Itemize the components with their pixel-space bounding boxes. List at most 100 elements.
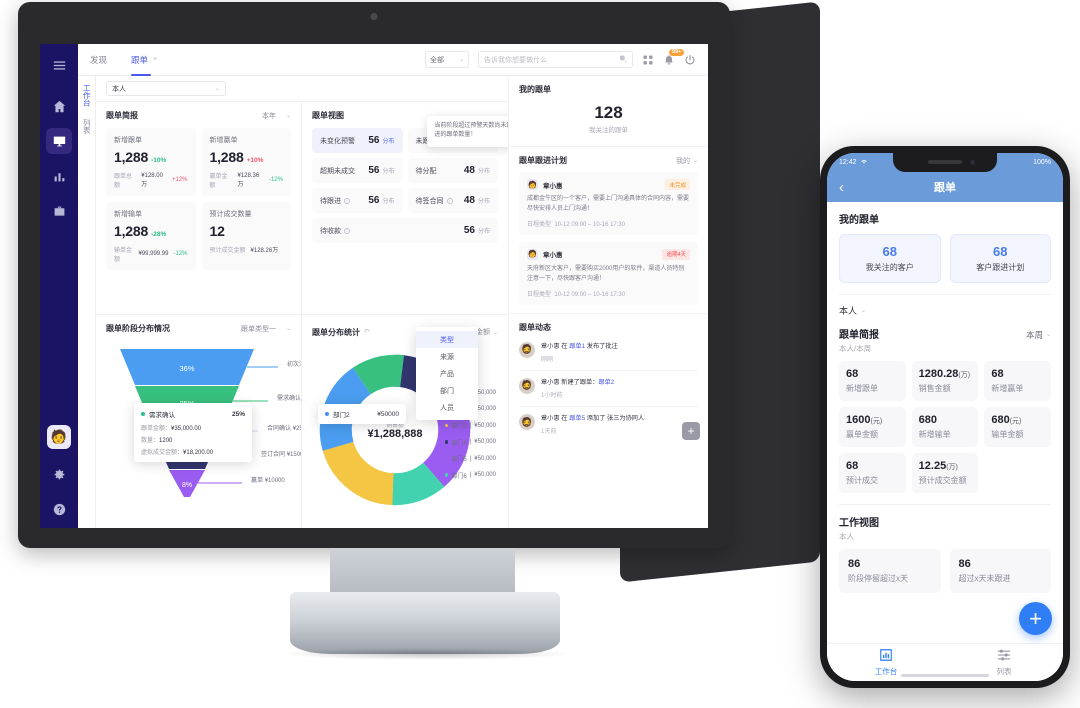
question-circle-icon[interactable] [46, 496, 72, 522]
svg-text:8%: 8% [182, 482, 192, 489]
legend-label: 部门5 [451, 457, 467, 463]
view-tile[interactable]: 待跟进 i 56 分布 [312, 188, 403, 213]
plan-card[interactable]: 🧑 章小惠 逾期4天 天府新区大客户，需要购买2000用户的软件，渠道人员特别注… [519, 241, 698, 305]
phone-kpi-cell[interactable]: 1280.28(万) 销售金额 [911, 361, 979, 402]
vtab-list[interactable]: 列表 [82, 118, 92, 134]
feed-item[interactable]: 🧔 章小惠 在 跟单5 添加了 张三为协同人 1天前 [519, 407, 698, 442]
phone-camera [970, 160, 975, 165]
bar-chart-icon[interactable] [46, 163, 72, 189]
kpi-card[interactable]: 新增跟单 1,288 -10% 跟单总额 ¥128.00万 +12% [106, 128, 196, 196]
card-label: 超过x天未跟进 [958, 574, 1011, 584]
owner-select[interactable]: 本人 ⌄ [106, 81, 226, 96]
briefcase-icon[interactable] [46, 198, 72, 224]
view-tile-dist: 分布 [382, 169, 395, 175]
view-tile[interactable]: 待分配 48 分布 [407, 158, 498, 183]
cell-value: 1600 [846, 414, 871, 427]
chevron-left-icon[interactable]: ‹ [839, 178, 844, 196]
info-icon[interactable]: i [344, 197, 350, 204]
legend-item[interactable]: 部门6 | ¥50,000 [444, 471, 496, 480]
tooltip-row-label: 跟单金额： [141, 426, 172, 432]
info-icon[interactable]: i [446, 197, 453, 204]
funnel-stage-name: 初次洽谈 [287, 362, 301, 368]
scope-select[interactable]: 全部 ⌄ [425, 51, 469, 68]
plans-filter-select[interactable]: 我的 ⌄ [676, 156, 698, 166]
kpi-card[interactable]: 新增赢单 1,288 +10% 赢单金额 ¥128.36万 -12% [201, 128, 291, 196]
view-tile-label: 待分配 [415, 167, 437, 175]
tooltip-row-label: 虚拟成交金额： [141, 450, 184, 456]
legend-dot [444, 473, 449, 477]
phone-kpi-cell[interactable]: 680(元) 输单金额 [984, 407, 1051, 448]
monitor-board-icon[interactable] [46, 128, 72, 154]
dropdown-item-person[interactable]: 人员 [440, 404, 454, 412]
phone-kpi-cell[interactable]: 1600(元) 赢单金额 [839, 407, 906, 448]
dropdown-item-source[interactable]: 来源 [440, 353, 454, 361]
phone-tab-list[interactable]: 列表 [945, 644, 1063, 681]
section-subtitle: 本人 [839, 532, 854, 542]
phone-big-card[interactable]: 68 我关注的客户 [839, 234, 941, 283]
feed-link[interactable]: 跟单1 [569, 342, 586, 350]
feed-link[interactable]: 跟单5 [569, 415, 586, 423]
home-icon[interactable] [46, 93, 72, 119]
feed-item[interactable]: 🧔 章小惠 在 跟单1 发布了批注 刚刚 [519, 335, 698, 371]
plan-card[interactable]: 🧑 章小惠 未完成 成都金牛区的一个客户，需要上门沟通具体的合同内容，需要尽快安… [519, 172, 698, 235]
donut-dimension-dropdown[interactable]: 类型 来源 产品 部门 人员 [416, 327, 478, 420]
phone-kpi-cell[interactable]: 680 新增输单 [911, 407, 979, 448]
panel-views: 跟单视图 当前阶段超过预警天数尚未跟进的跟单数量！ 未变化预警 56 分布 [302, 102, 508, 315]
add-button[interactable]: + [1019, 602, 1052, 635]
kpi-card[interactable]: 新增输单 1,288 -28% 输单金额 ¥99,999.99 -12% [106, 202, 196, 270]
bell-icon[interactable]: 99+ [663, 48, 685, 66]
tab-discover[interactable]: 发现 [78, 44, 119, 76]
phone-kpi-cell[interactable]: 68 新增跟单 [839, 361, 906, 402]
phone-workview-card[interactable]: 86 阶段停留超过x天 [839, 549, 941, 594]
funnel-stage-name: 需求确认 [277, 396, 302, 402]
dropdown-item-type[interactable]: 类型 [416, 331, 478, 348]
close-icon[interactable]: × [153, 56, 158, 63]
phone-owner-select[interactable]: 本人 ⌄ [827, 295, 1063, 317]
cell-value: 68 [846, 368, 859, 380]
legend-item[interactable]: 部门5 | ¥50,000 [444, 454, 496, 463]
avatar: 🧑 [527, 248, 538, 260]
left-column: 本人 ⌄ 跟单简报 本年 [96, 76, 508, 528]
feed-item[interactable]: 🧔 章小惠 新建了跟单：跟单2 1小时前 [519, 371, 698, 408]
plan-description: 成都金牛区的一个客户，需要上门沟通具体的合同内容，需要尽快安排人员上门沟通！ [527, 196, 690, 212]
search-input[interactable]: 告诉我你想要做什么 [478, 51, 633, 68]
phone-big-card[interactable]: 68 客户跟进计划 [949, 234, 1051, 283]
view-tile[interactable]: 未变化预警 56 分布 [312, 128, 403, 153]
view-tile[interactable]: 待收款 i 56 分布 [312, 218, 498, 243]
tooltip-row-label: 数量： [141, 438, 160, 444]
donut-metric-select[interactable]: 金额 ⌄ [476, 327, 498, 337]
kpi-card[interactable]: 预计成交数量 12 预计成交金额 ¥128.26万 [201, 202, 291, 270]
brief-period-select[interactable]: 本年 ⌄ [262, 111, 291, 121]
gear-icon[interactable] [46, 461, 72, 487]
phone-kpi-cell[interactable]: 68 新增赢单 [984, 361, 1051, 402]
hamburger-icon[interactable] [46, 52, 72, 78]
vtab-workbench[interactable]: 工作台 [82, 84, 92, 107]
phone-kpi-cell[interactable]: 68 预计成交 [839, 453, 906, 494]
donut-tooltip-name: 部门2 [333, 412, 350, 419]
dropdown-item-product[interactable]: 产品 [440, 370, 454, 378]
main-area: 发现 跟单 × 全部 ⌄ 告诉我你想要做什么 [78, 44, 708, 528]
legend-item[interactable]: 部门3 | ¥50,000 [444, 421, 496, 430]
dropdown-item-department[interactable]: 部门 [440, 387, 454, 395]
feed-link[interactable]: 跟单2 [598, 378, 615, 386]
view-tile[interactable]: 超期未成交 56 分布 [312, 158, 403, 183]
power-icon[interactable] [684, 54, 696, 66]
legend-item[interactable]: 部门4 | ¥50,000 [444, 438, 496, 447]
funnel-stage-label: 赢单 ¥10000 [251, 475, 285, 484]
plan-owner: 章小惠 [543, 182, 563, 190]
funnel-type-select[interactable]: 跟单类型一 ⌄ [241, 324, 291, 334]
phone-tab-workbench[interactable]: 工作台 [827, 644, 945, 681]
phone-workview-card[interactable]: 86 超过x天未跟进 [949, 549, 1051, 594]
view-tile[interactable]: 待签合同 i 48 分布 [407, 188, 498, 213]
phone-kpi-cell[interactable]: 12.25(万) 预计成交金额 [911, 453, 979, 494]
divider [839, 294, 1051, 295]
apps-grid-icon[interactable] [642, 54, 654, 66]
tab-followup[interactable]: 跟单 × [119, 44, 169, 76]
phone-period-select[interactable]: 本周 ⌄ [1026, 329, 1051, 341]
avatar[interactable]: 🧑 [47, 425, 71, 449]
info-icon[interactable]: i [344, 227, 350, 234]
add-button[interactable]: + [682, 422, 700, 441]
refresh-icon[interactable] [364, 323, 371, 341]
chevron-down-icon: ⌄ [214, 86, 220, 92]
